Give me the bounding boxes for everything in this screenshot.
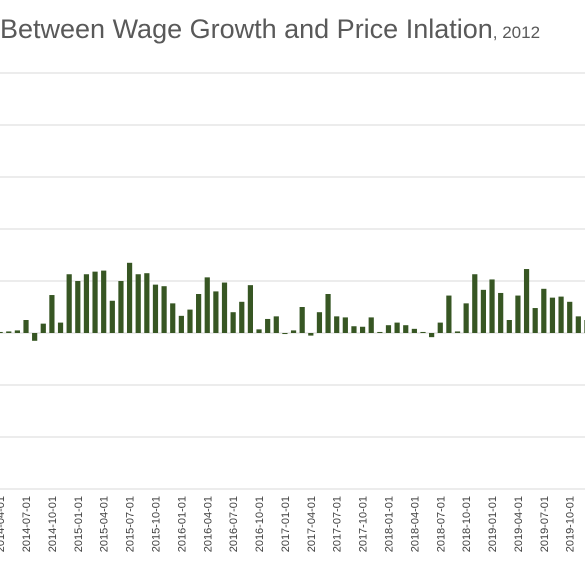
bar (377, 331, 383, 333)
x-tick-label: 2017-07-01 (332, 496, 344, 552)
bar (66, 274, 72, 333)
bar (187, 309, 193, 333)
bar (265, 318, 271, 333)
bar (549, 297, 556, 333)
bar (161, 286, 167, 333)
bar (308, 333, 314, 336)
bar (385, 325, 392, 333)
bar (109, 300, 115, 333)
bar (101, 270, 107, 333)
bar (40, 323, 46, 333)
bar (49, 295, 55, 333)
bars (0, 262, 585, 341)
x-tick-label: 2016-04-01 (202, 496, 214, 552)
x-tick-label: 2016-01-01 (176, 496, 188, 552)
x-tick-label: 2014-10-01 (47, 496, 59, 552)
bar (178, 315, 184, 333)
bar (394, 322, 400, 333)
bar (273, 316, 279, 333)
bar (14, 330, 20, 333)
bar (515, 295, 521, 333)
bar (126, 262, 133, 333)
bar (230, 312, 236, 333)
chart-title: Between Wage Growth and Price Inlation, … (0, 14, 540, 45)
x-tick-label: 2015-10-01 (150, 496, 162, 552)
bar (446, 295, 452, 333)
bar (334, 316, 340, 333)
x-tick-label: 2019-01-01 (487, 496, 499, 552)
x-tick-label: 2019-04-01 (513, 496, 525, 552)
bar (463, 303, 469, 333)
x-tick-label: 2019-07-01 (539, 496, 551, 552)
gridlines (0, 72, 585, 490)
chart-title-main: Between Wage Growth and Price Inlation (0, 14, 493, 44)
bar (558, 296, 564, 333)
bar (221, 282, 228, 333)
bar (92, 271, 98, 333)
bar (342, 317, 348, 333)
x-tick-label: 2015-01-01 (73, 496, 85, 552)
bar (420, 331, 426, 333)
x-axis-tick-labels: 2014-04-01 2014-07-01 2014-10-01 2015-01-01… (0, 496, 577, 552)
bar (196, 294, 202, 333)
x-tick-label: 2015-04-01 (99, 496, 111, 552)
bar (32, 333, 38, 341)
bar (0, 331, 3, 333)
bar (480, 289, 487, 333)
bar (541, 288, 547, 333)
bar (403, 325, 409, 333)
bar (83, 274, 90, 333)
x-tick-label: 2017-01-01 (280, 496, 292, 552)
bar (299, 307, 305, 333)
x-tick-label: 2014-07-01 (21, 496, 33, 552)
bar (454, 331, 461, 333)
bar (75, 281, 81, 333)
bar (282, 333, 288, 335)
bar (325, 294, 331, 333)
bar (152, 284, 159, 333)
bar (204, 277, 210, 333)
x-tick-label: 2017-04-01 (306, 496, 318, 552)
x-tick-label: 2016-10-01 (254, 496, 266, 552)
bar (6, 331, 12, 333)
bar (368, 317, 374, 333)
bar (57, 322, 64, 333)
bar (316, 312, 323, 333)
chart-subtitle: , 2012 (492, 23, 541, 42)
bar (213, 291, 219, 333)
x-tick-label: 2018-04-01 (409, 496, 421, 552)
bar (532, 308, 538, 333)
bar (170, 303, 176, 333)
bar (437, 322, 443, 333)
x-tick-label: 2014-04-01 (0, 496, 7, 552)
bar (118, 281, 124, 333)
bar (567, 301, 573, 333)
bar (472, 274, 478, 333)
x-tick-label: 2017-10-01 (358, 496, 370, 552)
bar (135, 274, 141, 333)
bar (359, 326, 366, 333)
bar (411, 328, 417, 333)
bar (489, 279, 495, 333)
x-tick-label: 2018-07-01 (435, 496, 447, 552)
bar (523, 269, 530, 333)
x-tick-label: 2018-10-01 (461, 496, 473, 552)
bar (247, 285, 253, 333)
bar (575, 316, 581, 333)
x-tick-label: 2015-07-01 (125, 496, 137, 552)
bar (23, 320, 29, 333)
x-tick-label: 2016-07-01 (228, 496, 240, 552)
bar (429, 333, 435, 338)
x-tick-label: 2018-01-01 (383, 496, 395, 552)
bar (290, 330, 297, 333)
bar (498, 292, 504, 333)
bar (256, 329, 262, 333)
bar (144, 273, 150, 333)
bar (506, 320, 512, 333)
x-tick-label: 2019-10-01 (565, 496, 577, 552)
bar (351, 326, 357, 333)
bar (239, 301, 245, 333)
